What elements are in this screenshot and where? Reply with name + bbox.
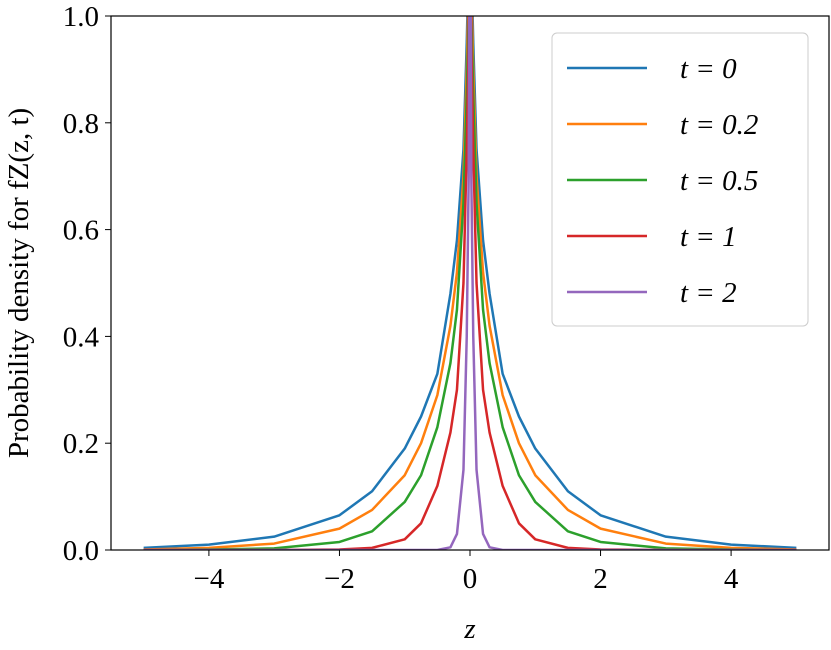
legend-label: t = 0 xyxy=(680,53,737,85)
x-tick-label: −4 xyxy=(193,563,224,595)
series-line xyxy=(143,16,797,550)
series-line xyxy=(143,16,797,550)
legend-label: t = 0.2 xyxy=(680,109,758,141)
y-tick-label: 1.0 xyxy=(63,1,99,33)
x-tick-label: −2 xyxy=(324,563,355,595)
x-tick-label: 4 xyxy=(724,563,739,595)
legend-label: t = 1 xyxy=(680,221,737,253)
series-line xyxy=(143,16,797,550)
y-tick-label: 0.4 xyxy=(63,321,100,353)
y-tick-label: 0.0 xyxy=(63,535,99,567)
legend-box xyxy=(551,32,809,327)
x-axis-label: z xyxy=(463,613,475,645)
y-axis-label: Probability density for fZ(z, t) xyxy=(3,108,35,458)
y-tick-label: 0.8 xyxy=(63,108,99,140)
y-tick-label: 0.6 xyxy=(63,215,99,247)
x-tick-label: 2 xyxy=(593,563,608,595)
x-tick-label: 0 xyxy=(463,563,478,595)
plot-area xyxy=(143,16,797,550)
legend-label: t = 0.5 xyxy=(680,165,758,197)
y-tick-label: 0.2 xyxy=(63,428,99,460)
series-line xyxy=(143,16,797,550)
legend-label: t = 2 xyxy=(680,277,737,309)
